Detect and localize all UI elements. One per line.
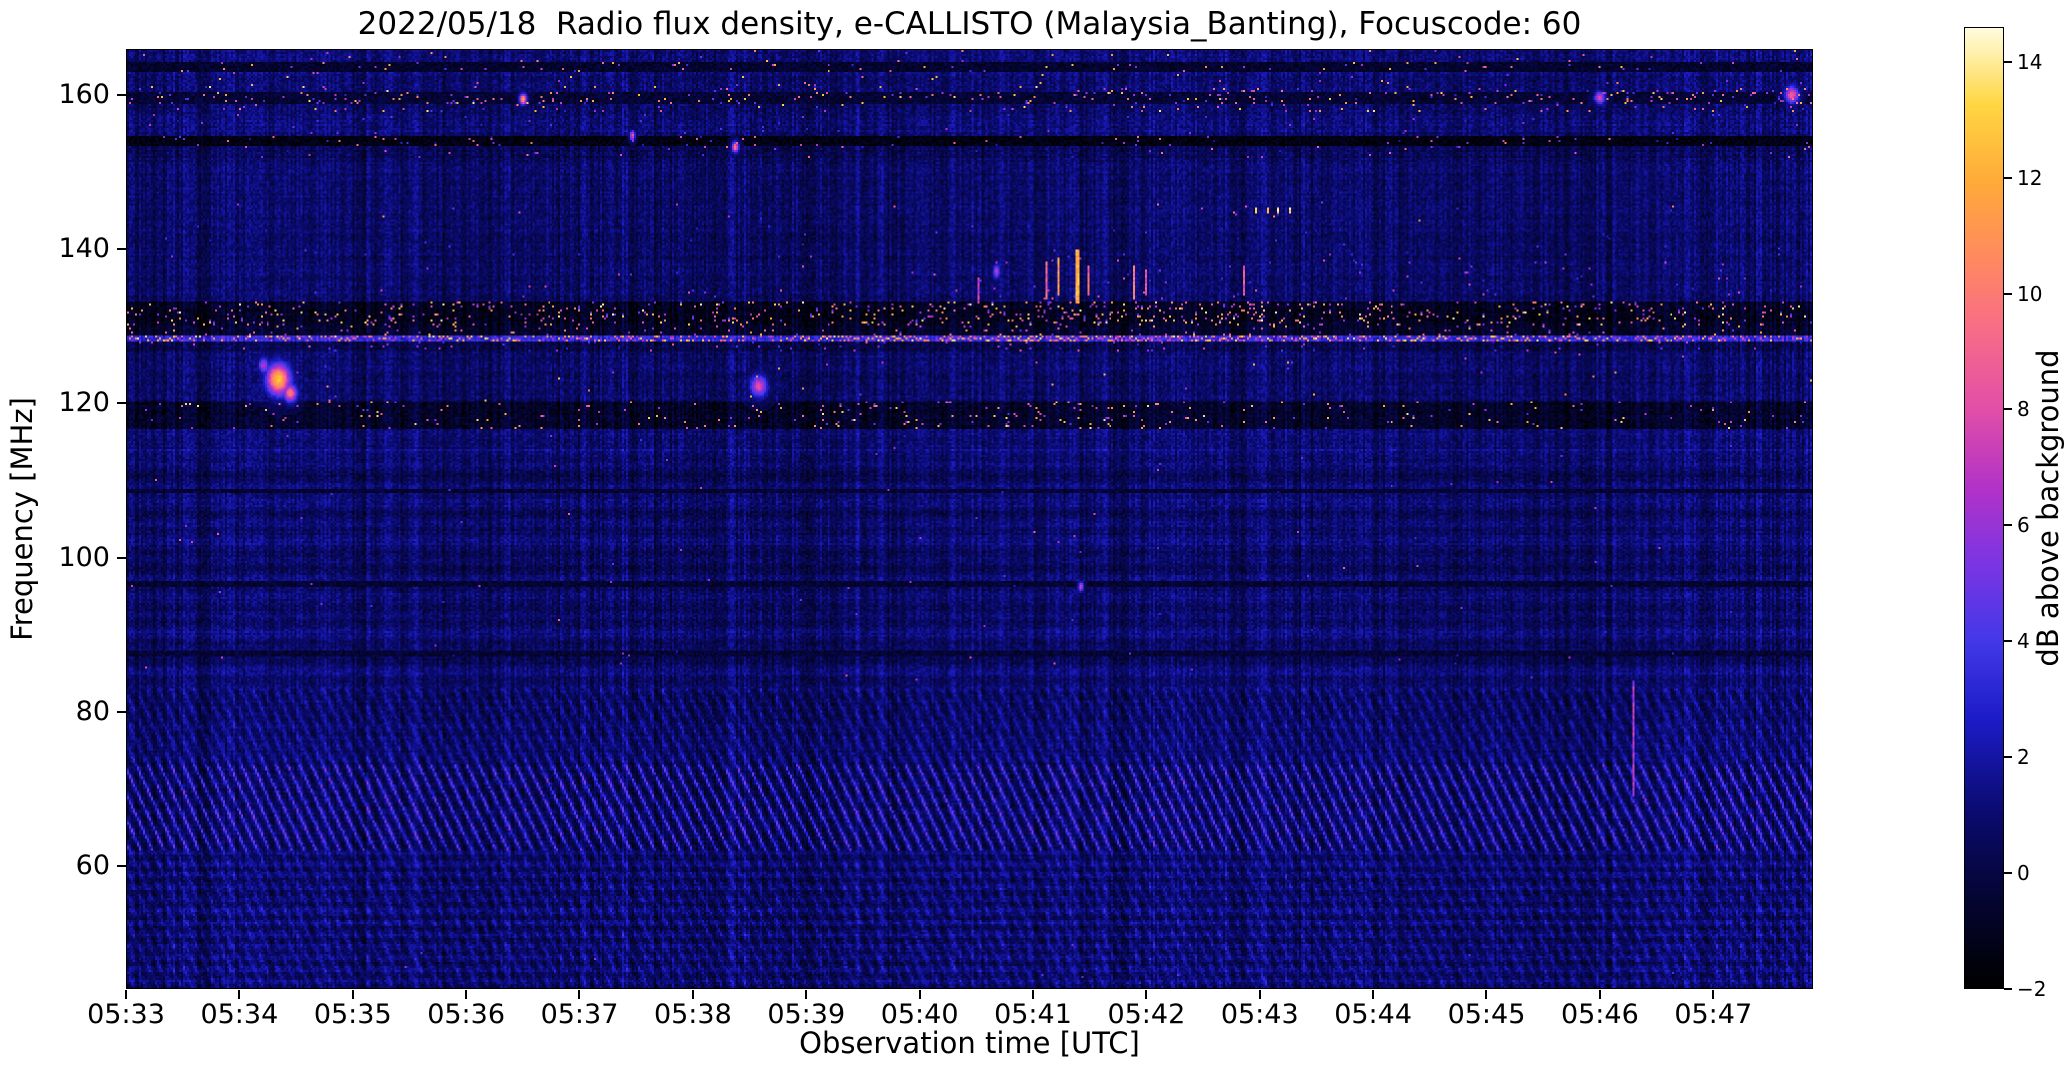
y-axis-label: Frequency [MHz] [5, 397, 39, 641]
y-tick-mark [117, 248, 126, 251]
colorbar-tick-mark [2004, 756, 2012, 759]
x-tick-label: 05:46 [1560, 999, 1639, 1030]
x-tick-mark [918, 990, 921, 999]
colorbar-tick-label: 4 [2017, 629, 2030, 654]
colorbar-tick-mark [2004, 872, 2012, 875]
x-tick-mark [1485, 990, 1488, 999]
x-tick-label: 05:44 [1334, 999, 1413, 1030]
colorbar-tick-label: 12 [2017, 165, 2043, 190]
y-tick-label: 60 [75, 849, 110, 881]
y-tick-mark [117, 556, 126, 559]
colorbar-tick-mark [2004, 292, 2012, 295]
colorbar-tick-mark [2004, 524, 2012, 527]
x-tick-label: 05:42 [1107, 999, 1186, 1030]
x-tick-mark [125, 990, 127, 999]
x-tick-mark [1372, 990, 1375, 999]
colorbar-tick-label: 6 [2017, 513, 2030, 538]
y-tick-mark [117, 402, 126, 405]
x-tick-label: 05:33 [87, 999, 165, 1030]
colorbar-tick-mark [2004, 408, 2012, 411]
colorbar-tick-mark [2004, 60, 2012, 63]
x-tick-mark [1145, 990, 1148, 999]
x-tick-label: 05:47 [1674, 999, 1753, 1030]
x-tick-label: 05:40 [880, 999, 959, 1030]
colorbar-tick-label: −2 [2017, 977, 2047, 1001]
colorbar-tick-mark [2004, 176, 2012, 179]
x-tick-mark [351, 990, 354, 999]
colorbar-tick-label: 10 [2017, 281, 2043, 306]
x-tick-mark [805, 990, 808, 999]
x-tick-label: 05:41 [994, 999, 1072, 1030]
x-tick-label: 05:37 [540, 999, 619, 1030]
y-tick-label: 100 [58, 541, 110, 573]
colorbar-tick-label: 8 [2017, 397, 2030, 422]
x-tick-mark [1031, 990, 1034, 999]
x-tick-mark [1712, 990, 1715, 999]
x-tick-mark [1258, 990, 1261, 999]
y-tick-label: 120 [58, 387, 110, 419]
x-axis-label: Observation time [UTC] [799, 1026, 1140, 1060]
colorbar-tick-mark [2004, 988, 2012, 990]
y-tick-mark [117, 864, 126, 867]
colorbar-gradient [1964, 27, 2004, 989]
x-tick-label: 05:43 [1220, 999, 1299, 1030]
y-tick-label: 80 [75, 695, 110, 727]
y-tick-label: 140 [58, 233, 110, 265]
y-tick-mark [117, 94, 126, 97]
x-tick-mark [578, 990, 581, 999]
colorbar-tick-mark [2004, 640, 2012, 643]
y-tick-label: 160 [58, 79, 110, 111]
x-tick-mark [1598, 990, 1601, 999]
x-tick-label: 05:45 [1447, 999, 1526, 1030]
x-tick-label: 05:39 [767, 999, 846, 1030]
colorbar-label: dB above background [2031, 349, 2065, 667]
y-tick-mark [117, 710, 126, 713]
spectrogram-canvas [126, 49, 1813, 989]
chart-title: 2022/05/18 Radio flux density, e-CALLIST… [357, 6, 1582, 42]
x-tick-mark [465, 990, 468, 999]
colorbar-tick-label: 0 [2017, 861, 2030, 886]
x-tick-label: 05:38 [653, 999, 732, 1030]
x-tick-label: 05:36 [427, 999, 506, 1030]
x-tick-label: 05:35 [313, 999, 392, 1030]
x-tick-mark [691, 990, 694, 999]
colorbar-tick-label: 2 [2017, 745, 2030, 770]
x-tick-mark [238, 990, 241, 999]
colorbar-tick-label: 14 [2017, 49, 2043, 74]
x-tick-label: 05:34 [200, 999, 279, 1030]
